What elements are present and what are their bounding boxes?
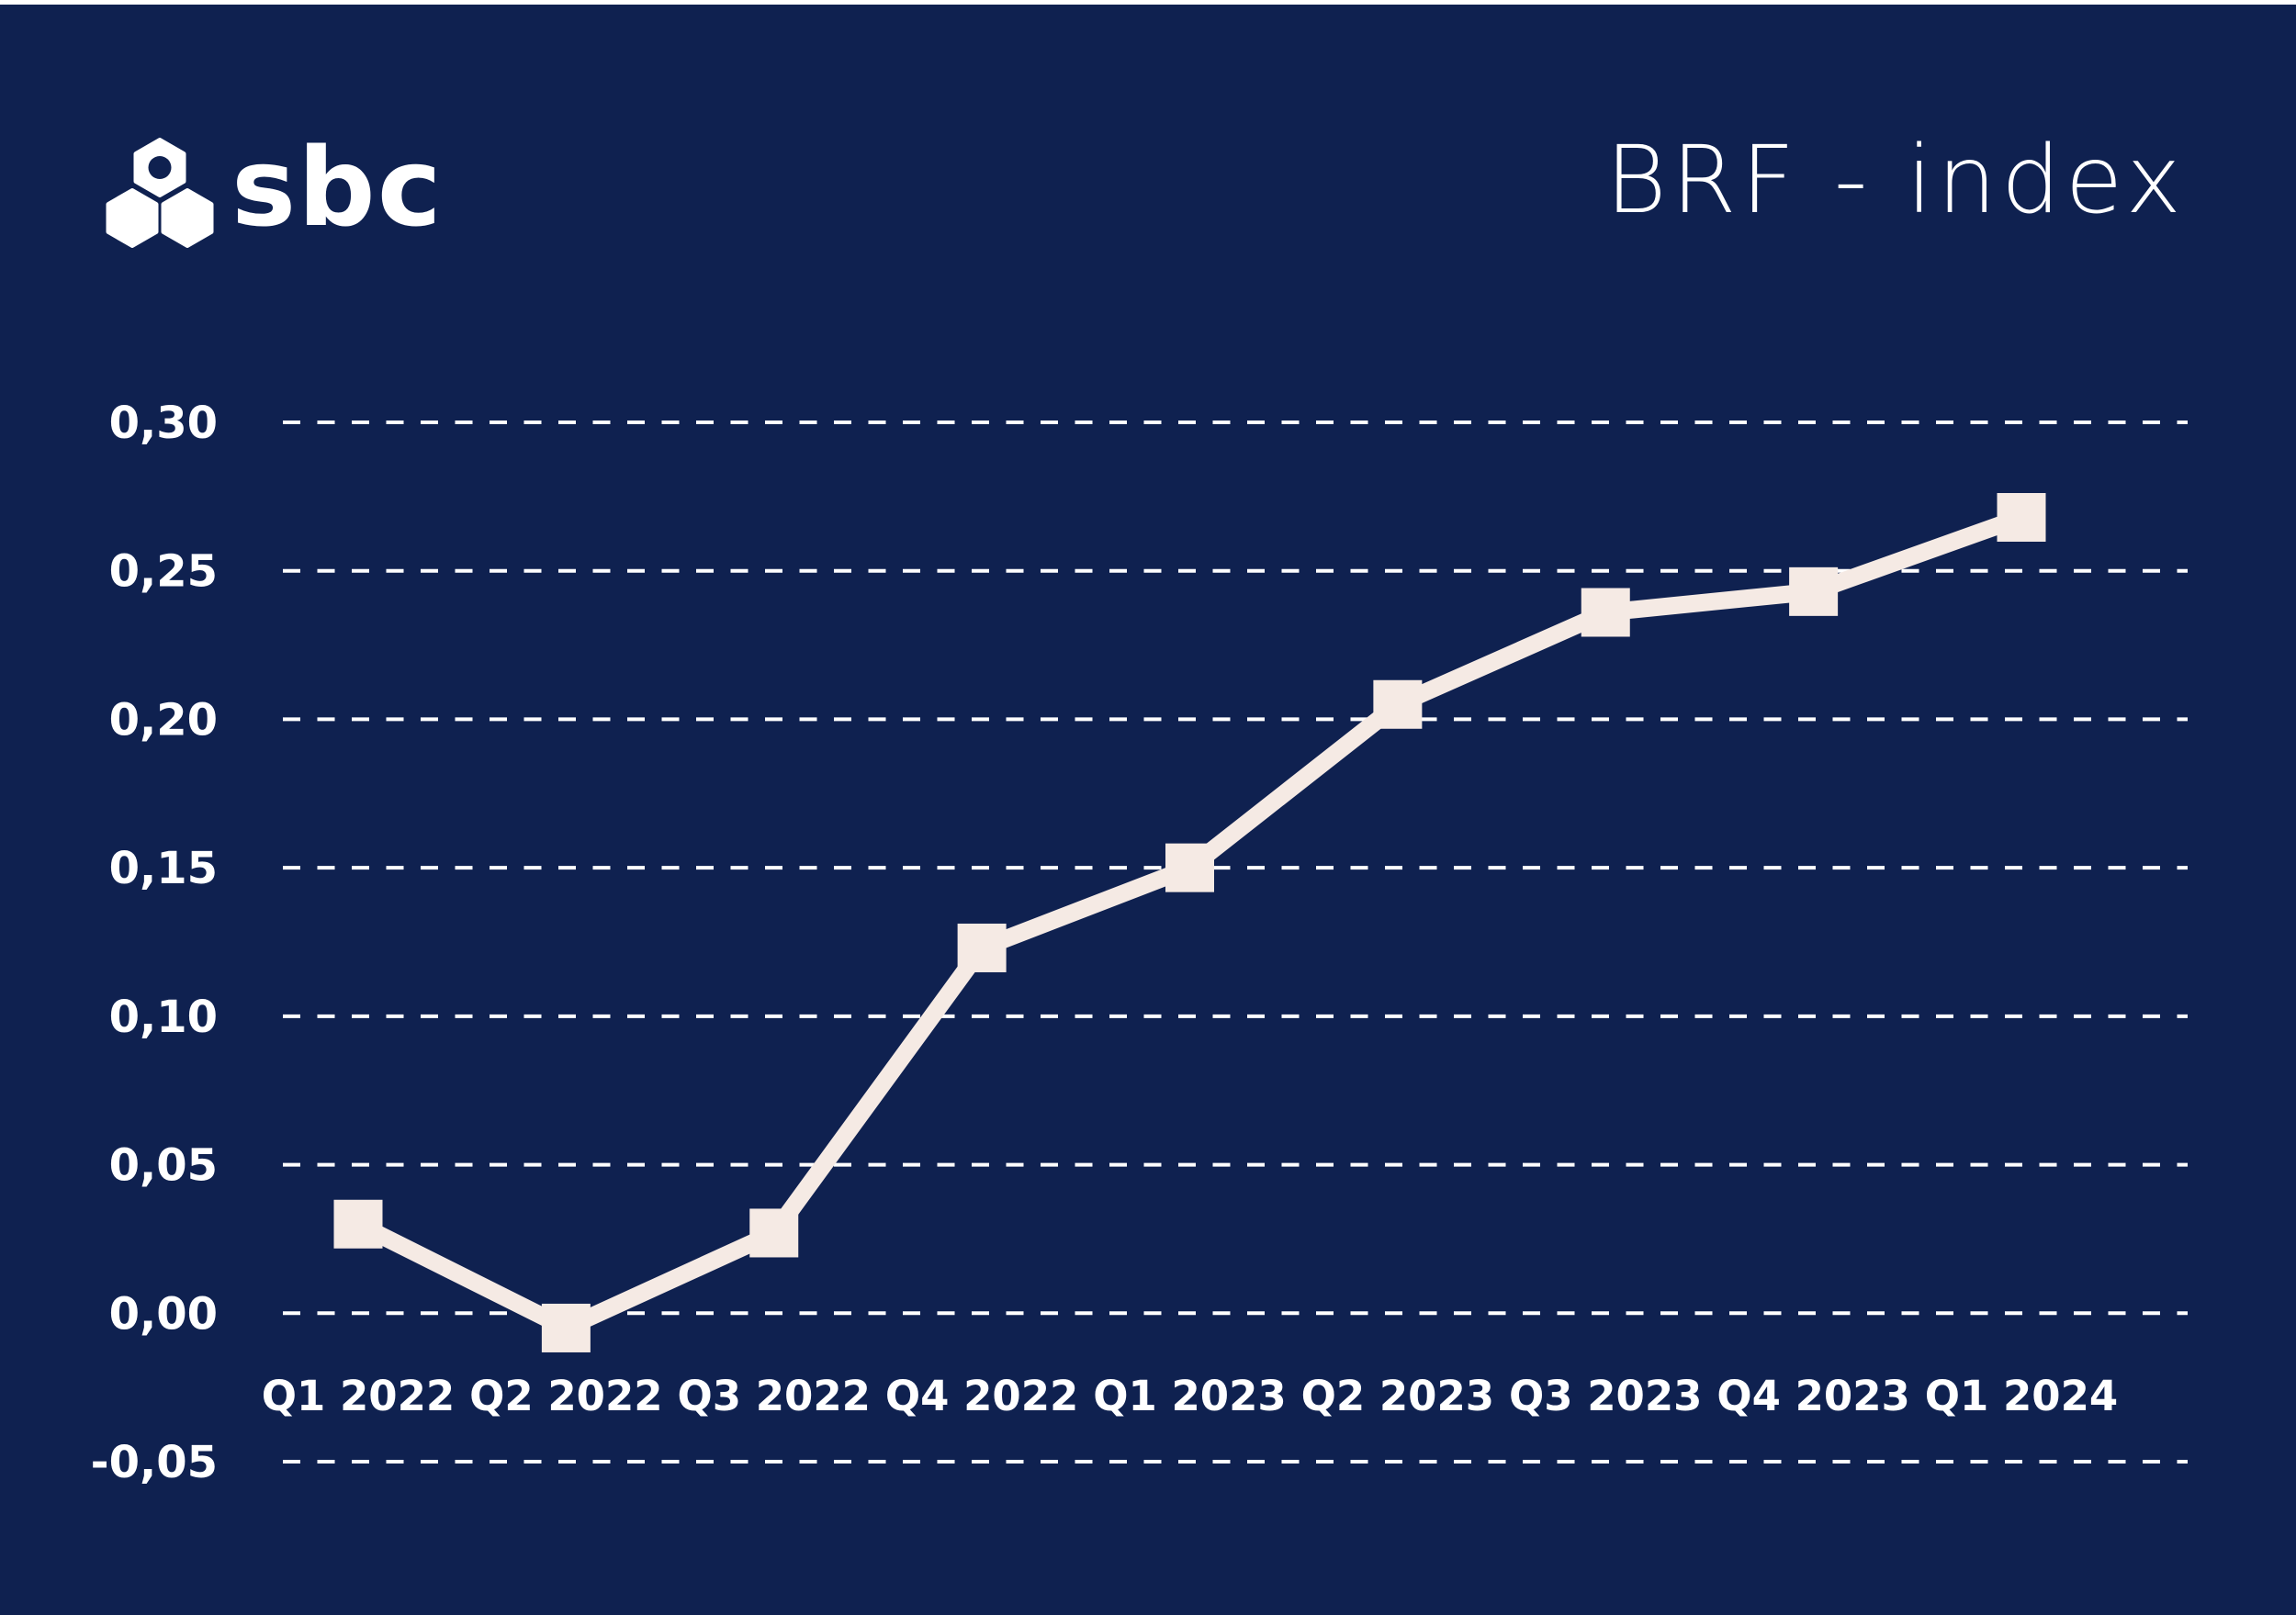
y-axis-tick-label: 0,30 [109, 398, 218, 449]
x-axis-tick-label: Q4 2022 [885, 1372, 1078, 1420]
data-line [354, 509, 2025, 1338]
data-point-q4-2023 [1789, 566, 1839, 616]
data-point-q1-2022 [333, 1199, 383, 1249]
x-axis-tick-label: Q2 2023 [1301, 1372, 1494, 1420]
x-axis-tick-label: Q3 2022 [678, 1372, 871, 1420]
y-axis-tick-label: 0,10 [109, 992, 218, 1043]
logo-text: sbc [231, 124, 444, 251]
data-point-q3-2022 [749, 1208, 799, 1258]
x-axis-tick-label: Q1 2024 [1925, 1372, 2118, 1420]
x-axis-tick-label: Q2 2022 [469, 1372, 662, 1420]
data-point-q1-2023 [1165, 843, 1214, 892]
y-axis-tick-label: 0,20 [109, 694, 218, 746]
x-axis-tick-label: Q3 2023 [1509, 1372, 1702, 1420]
page-title: BRF - index [1604, 126, 2186, 235]
y-axis-tick-label: 0,15 [109, 843, 218, 894]
data-point-q3-2023 [1581, 588, 1630, 637]
x-axis-tick-label: Q4 2023 [1716, 1372, 1909, 1420]
data-point-q1-2024 [1997, 492, 2046, 542]
y-axis-tick-label: 0,00 [109, 1288, 218, 1340]
y-axis-tick-label: 0,05 [109, 1140, 218, 1192]
y-axis-tick-label: 0,25 [109, 546, 218, 598]
x-axis-tick-label: Q1 2022 [262, 1372, 455, 1420]
top-strip [0, 0, 2296, 5]
y-axis-tick-label: -0,05 [91, 1437, 218, 1488]
data-point-q2-2022 [541, 1303, 591, 1352]
data-point-q4-2022 [957, 923, 1007, 972]
x-axis-tick-label: Q1 2023 [1093, 1372, 1286, 1420]
sbc-logo: sbc [105, 133, 444, 248]
data-point-q2-2023 [1373, 679, 1423, 729]
sbc-hexagons-icon [106, 138, 214, 248]
